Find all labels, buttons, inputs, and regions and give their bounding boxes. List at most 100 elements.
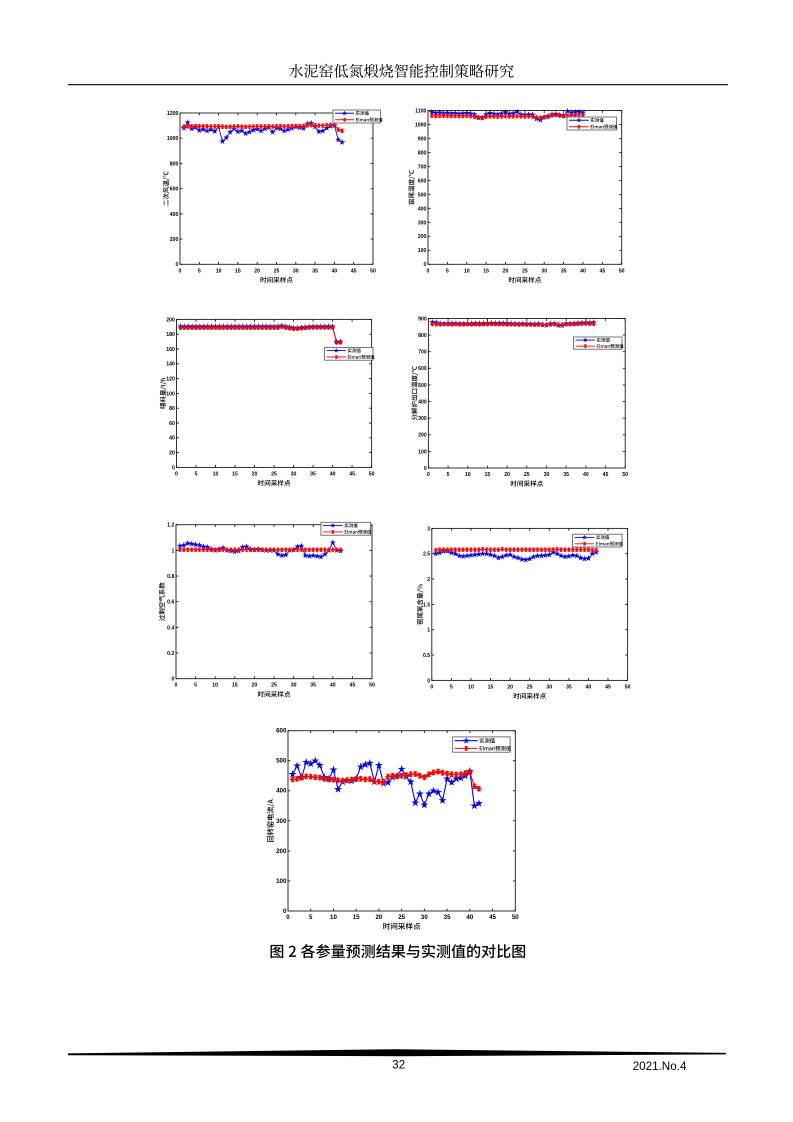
svg-text:15: 15 xyxy=(483,268,489,274)
svg-text:0: 0 xyxy=(427,678,430,684)
svg-text:35: 35 xyxy=(566,684,572,690)
svg-text:0.6: 0.6 xyxy=(167,600,174,606)
svg-text:0: 0 xyxy=(172,465,175,471)
svg-text:45: 45 xyxy=(599,268,605,274)
svg-text:180: 180 xyxy=(166,332,175,338)
svg-text:10: 10 xyxy=(330,914,337,921)
svg-text:15: 15 xyxy=(488,684,494,690)
svg-text:30: 30 xyxy=(546,684,552,690)
svg-text:20: 20 xyxy=(252,471,258,477)
svg-text:10: 10 xyxy=(465,472,471,478)
svg-text:500: 500 xyxy=(418,192,427,198)
svg-text:35: 35 xyxy=(310,683,316,689)
svg-text:700: 700 xyxy=(418,350,427,356)
svg-text:100: 100 xyxy=(418,248,427,254)
svg-text:50: 50 xyxy=(619,268,625,274)
svg-text:800: 800 xyxy=(170,161,179,167)
svg-text:0: 0 xyxy=(179,268,182,274)
svg-text:0: 0 xyxy=(172,677,175,683)
svg-text:400: 400 xyxy=(276,788,287,795)
svg-text:40: 40 xyxy=(580,268,586,274)
svg-text:0: 0 xyxy=(286,914,290,921)
svg-text:40: 40 xyxy=(330,683,336,689)
svg-text:1100: 1100 xyxy=(415,108,426,114)
svg-text:500: 500 xyxy=(276,758,287,765)
svg-text:15: 15 xyxy=(232,471,238,477)
svg-text:30: 30 xyxy=(541,268,547,274)
svg-text:40: 40 xyxy=(586,684,592,690)
svg-text:5: 5 xyxy=(450,684,453,690)
svg-text:35: 35 xyxy=(312,268,318,274)
svg-text:900: 900 xyxy=(418,136,427,142)
svg-text:20: 20 xyxy=(375,914,382,921)
svg-text:5: 5 xyxy=(309,914,313,921)
svg-text:20: 20 xyxy=(169,451,175,457)
svg-text:15: 15 xyxy=(485,472,491,478)
svg-text:400: 400 xyxy=(170,212,179,218)
svg-text:2: 2 xyxy=(427,577,430,583)
svg-text:0: 0 xyxy=(175,683,178,689)
svg-text:200: 200 xyxy=(170,237,179,243)
svg-text:0: 0 xyxy=(424,262,427,268)
svg-text:30: 30 xyxy=(544,472,550,478)
svg-text:45: 45 xyxy=(349,471,355,477)
svg-text:600: 600 xyxy=(418,178,427,184)
svg-text:10: 10 xyxy=(213,471,219,477)
svg-text:300: 300 xyxy=(418,220,427,226)
svg-text:600: 600 xyxy=(418,366,427,372)
svg-text:0.2: 0.2 xyxy=(167,651,174,657)
svg-text:25: 25 xyxy=(522,268,528,274)
svg-text:200: 200 xyxy=(276,848,287,855)
svg-text:15: 15 xyxy=(235,268,241,274)
svg-text:50: 50 xyxy=(625,684,631,690)
svg-text:45: 45 xyxy=(350,683,356,689)
svg-text:30: 30 xyxy=(291,683,297,689)
svg-text:35: 35 xyxy=(563,472,569,478)
svg-text:400: 400 xyxy=(418,399,427,405)
svg-text:20: 20 xyxy=(504,472,510,478)
svg-text:800: 800 xyxy=(418,150,427,156)
svg-text:800: 800 xyxy=(418,333,427,339)
svg-text:40: 40 xyxy=(583,472,589,478)
svg-text:30: 30 xyxy=(291,471,297,477)
svg-text:300: 300 xyxy=(418,416,427,422)
svg-text:32: 32 xyxy=(392,1060,405,1072)
svg-text:0.8: 0.8 xyxy=(167,574,174,580)
svg-text:25: 25 xyxy=(524,472,530,478)
svg-text:1.5: 1.5 xyxy=(423,602,430,608)
svg-text:700: 700 xyxy=(418,164,427,170)
svg-text:20: 20 xyxy=(507,684,513,690)
svg-text:100: 100 xyxy=(166,391,175,397)
svg-text:120: 120 xyxy=(166,377,175,383)
svg-text:100: 100 xyxy=(418,449,427,455)
svg-text:50: 50 xyxy=(512,914,519,921)
svg-text:0.5: 0.5 xyxy=(423,653,430,659)
svg-text:2.5: 2.5 xyxy=(423,552,430,558)
svg-text:15: 15 xyxy=(232,683,238,689)
svg-text:0: 0 xyxy=(424,466,427,472)
svg-text:400: 400 xyxy=(418,206,427,212)
svg-text:25: 25 xyxy=(271,683,277,689)
svg-text:50: 50 xyxy=(370,268,376,274)
svg-text:35: 35 xyxy=(310,471,316,477)
svg-text:25: 25 xyxy=(527,684,533,690)
svg-text:5: 5 xyxy=(447,472,450,478)
svg-text:20: 20 xyxy=(252,683,258,689)
svg-text:50: 50 xyxy=(622,472,628,478)
svg-text:20: 20 xyxy=(254,268,260,274)
svg-text:50: 50 xyxy=(369,471,375,477)
svg-text:0: 0 xyxy=(430,684,433,690)
svg-text:500: 500 xyxy=(418,383,427,389)
svg-text:5: 5 xyxy=(446,268,449,274)
svg-text:100: 100 xyxy=(276,878,287,885)
svg-text:35: 35 xyxy=(444,914,451,921)
svg-text:40: 40 xyxy=(332,268,338,274)
svg-text:0: 0 xyxy=(176,262,179,268)
svg-text:10: 10 xyxy=(464,268,470,274)
svg-text:0: 0 xyxy=(427,268,430,274)
svg-text:1200: 1200 xyxy=(167,111,179,117)
svg-text:80: 80 xyxy=(169,406,175,412)
svg-text:45: 45 xyxy=(489,914,496,921)
svg-text:1: 1 xyxy=(172,548,175,554)
svg-text:2021.No.4: 2021.No.4 xyxy=(633,1060,687,1073)
